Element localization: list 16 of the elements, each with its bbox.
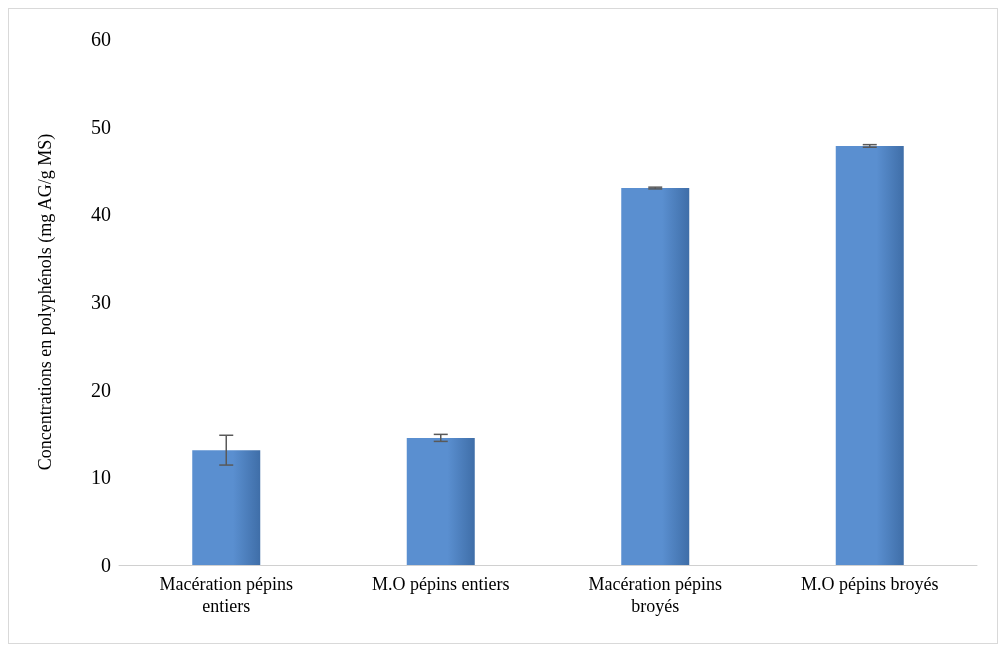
bar (835, 145, 904, 565)
x-tick-label: Macération pépins entiers (159, 574, 293, 616)
y-axis-title: Concentrations en polyphénols (mg AG/g MS) (35, 133, 56, 471)
bar (621, 188, 690, 565)
y-tick-label: 40 (91, 203, 111, 226)
x-tick-label: M.O pépins broyés (801, 574, 939, 594)
bar (406, 437, 475, 565)
y-tick-label: 30 (91, 291, 111, 313)
bar (192, 450, 261, 565)
y-tick-label: 20 (91, 378, 111, 401)
x-tick-label: M.O pépins entiers (372, 574, 510, 594)
x-tick-label: Macération pépins broyés (588, 574, 722, 616)
y-tick-label: 60 (91, 28, 111, 50)
y-tick-label: 50 (91, 115, 111, 138)
y-tick-label: 0 (101, 554, 111, 576)
y-tick-label: 10 (91, 466, 111, 489)
